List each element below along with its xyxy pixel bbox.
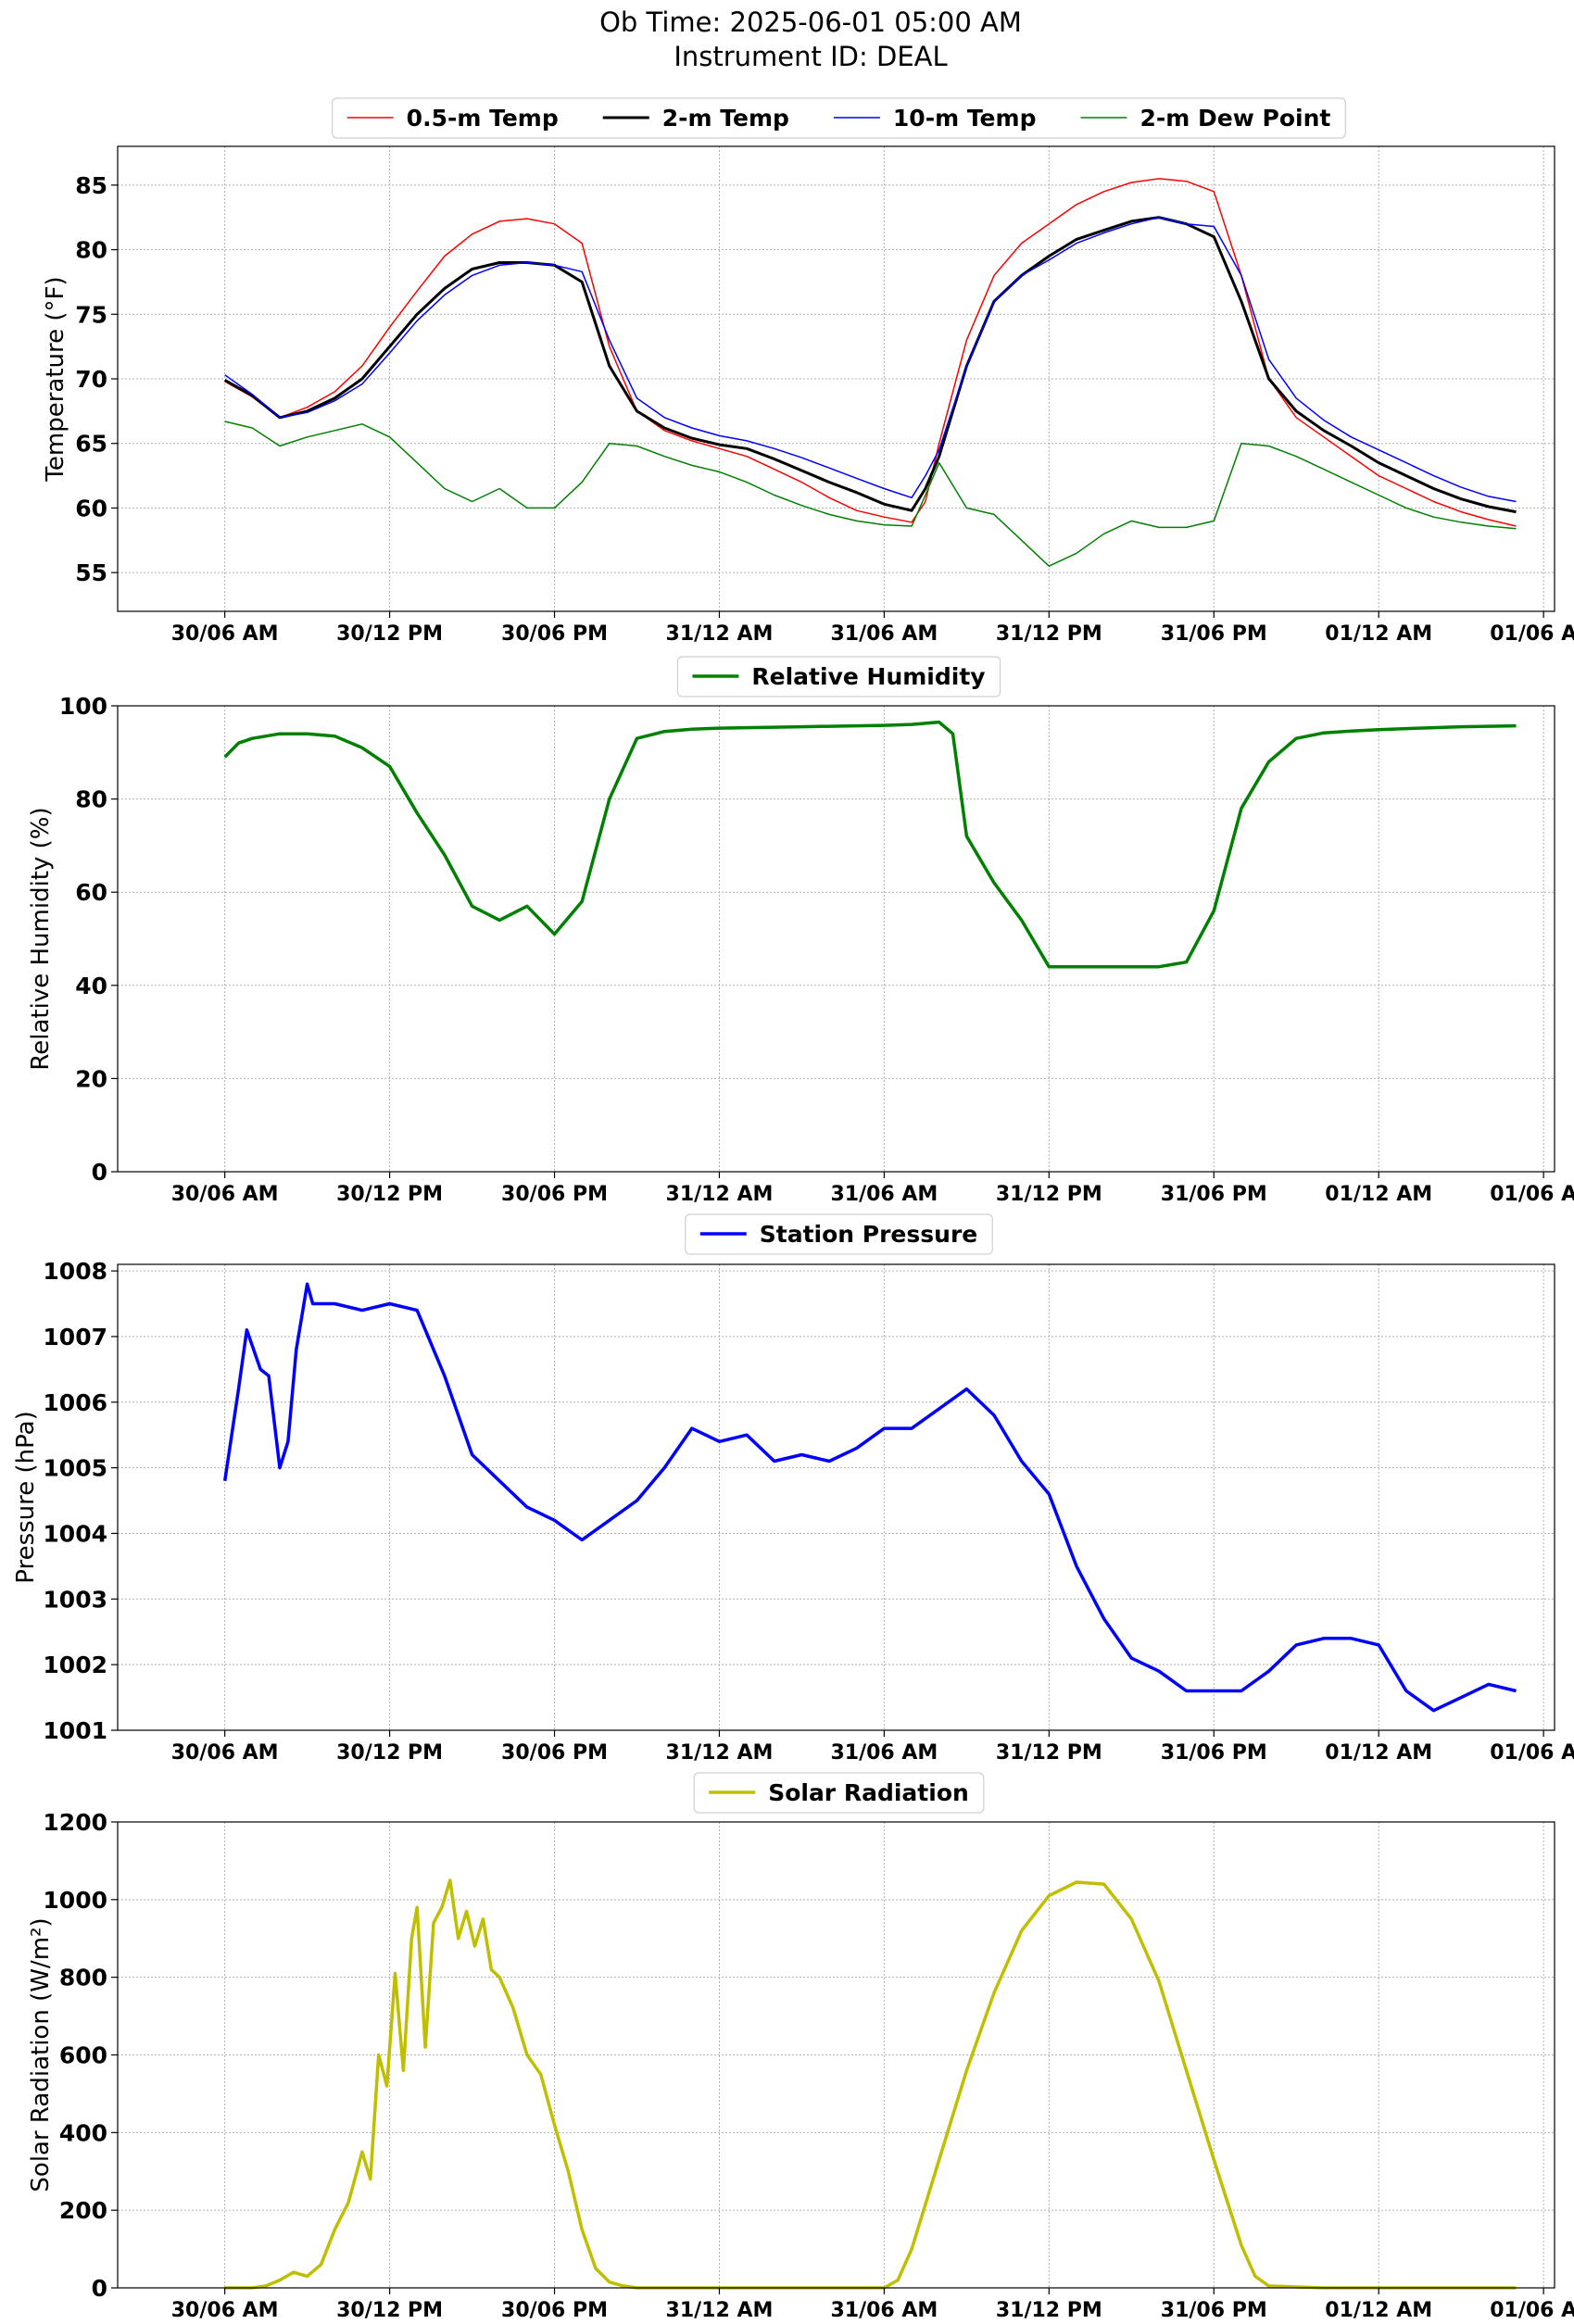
x-tick-label: 01/12 AM — [1325, 2299, 1432, 2322]
y-tick-label: 70 — [75, 366, 107, 393]
x-tick-label: 30/06 AM — [171, 2299, 279, 2322]
y-tick-label: 1008 — [43, 1258, 107, 1285]
legend-label: 2-m Temp — [662, 105, 789, 132]
x-tick-label: 31/12 AM — [666, 2299, 774, 2322]
x-tick-label: 30/06 AM — [171, 1741, 279, 1765]
y-tick-label: 200 — [59, 2197, 107, 2224]
chart-panel-4: 30/06 AM 30/12 PM 30/06 PM 31/12 AM 31/06 AM… — [27, 1772, 1574, 2322]
legend-label: Relative Humidity — [751, 663, 985, 690]
series-line-2-m-dew-point — [224, 421, 1517, 567]
y-tick-label: 65 — [75, 431, 107, 458]
y-tick-label: 0 — [92, 2275, 107, 2302]
y-tick-label: 1001 — [43, 1717, 107, 1744]
series-line-relative-humidity — [223, 720, 1517, 969]
x-tick-label: 31/06 PM — [1161, 622, 1267, 646]
title-line-obtime: Ob Time: 2025-06-01 05:00 AM — [599, 6, 1022, 38]
series-line-10-m-temp — [224, 216, 1517, 503]
chart-panel-1: 30/06 AM 30/12 PM 30/06 PM 31/12 AM 31/06 AM… — [42, 97, 1574, 646]
legend: Station Pressure — [685, 1213, 993, 1255]
plot-frame — [117, 705, 1555, 1173]
x-tick-label: 31/06 AM — [830, 2299, 938, 2322]
legend-label: 10-m Temp — [893, 105, 1037, 132]
x-tick-label: 30/06 PM — [501, 1741, 608, 1765]
y-tick-label: 1003 — [43, 1586, 107, 1613]
x-tick-label: 31/12 AM — [666, 622, 774, 646]
y-tick-label: 40 — [75, 973, 107, 999]
x-tick-label: 01/06 AM — [1490, 1183, 1574, 1206]
x-tick-label: 01/06 AM — [1490, 2299, 1574, 2322]
x-tick-label: 30/06 AM — [171, 1183, 279, 1206]
y-tick-label: 1000 — [43, 1887, 107, 1914]
y-axis-label: Solar Radiation (W/m²) — [27, 1917, 55, 2192]
y-tick-label: 55 — [75, 559, 107, 586]
legend: Relative Humidity — [676, 656, 1001, 697]
x-tick-label: 31/12 PM — [996, 1741, 1102, 1765]
x-tick-label: 01/12 AM — [1325, 1183, 1432, 1206]
x-tick-label: 31/12 AM — [666, 1741, 774, 1765]
x-tick-label: 01/12 AM — [1325, 1741, 1432, 1765]
y-tick-label: 400 — [59, 2119, 107, 2146]
y-tick-label: 80 — [75, 237, 107, 264]
legend-label: Station Pressure — [760, 1221, 977, 1248]
x-tick-label: 31/12 AM — [666, 1183, 774, 1206]
y-tick-label: 85 — [75, 172, 107, 199]
y-tick-label: 60 — [75, 879, 107, 906]
x-tick-label: 31/06 AM — [830, 1183, 938, 1206]
chart-panel-2: 30/06 AM 30/12 PM 30/06 PM 31/12 AM 31/06 AM… — [27, 656, 1574, 1206]
y-axis-label: Pressure (hPa) — [12, 1411, 40, 1584]
y-tick-label: 600 — [59, 2042, 107, 2069]
legend: Solar Radiation — [693, 1772, 985, 1814]
x-tick-label: 31/06 PM — [1161, 1741, 1267, 1765]
x-tick-label: 31/06 AM — [830, 1741, 938, 1765]
x-tick-label: 30/12 PM — [336, 2299, 443, 2322]
x-tick-label: 31/06 PM — [1161, 2299, 1267, 2322]
x-tick-label: 01/06 AM — [1490, 1741, 1574, 1765]
y-tick-label: 100 — [59, 693, 107, 720]
x-tick-label: 30/06 AM — [171, 622, 279, 646]
plot-frame — [117, 1263, 1555, 1731]
x-tick-label: 30/06 PM — [501, 1183, 608, 1206]
x-tick-label: 30/12 PM — [336, 622, 443, 646]
x-tick-label: 01/06 AM — [1490, 622, 1574, 646]
y-tick-label: 1200 — [43, 1809, 107, 1836]
x-tick-label: 30/06 PM — [501, 2299, 608, 2322]
series-line-solar-radiation — [224, 1878, 1517, 2290]
y-tick-label: 1006 — [43, 1389, 107, 1416]
legend-label: 2-m Dew Point — [1140, 105, 1330, 132]
legend-label: 0.5-m Temp — [407, 105, 559, 132]
x-tick-label: 30/06 PM — [501, 622, 608, 646]
legend-label: Solar Radiation — [768, 1779, 969, 1806]
y-tick-label: 1002 — [43, 1652, 107, 1678]
y-tick-label: 1004 — [43, 1520, 107, 1547]
y-tick-label: 20 — [75, 1065, 107, 1092]
y-tick-label: 1007 — [43, 1324, 107, 1350]
y-tick-label: 1005 — [43, 1455, 107, 1482]
legend-box — [685, 1213, 993, 1255]
series-line-station-pressure — [222, 1282, 1517, 1713]
x-tick-label: 30/12 PM — [336, 1183, 443, 1206]
y-tick-label: 0 — [92, 1159, 107, 1186]
title-line-instrument: Instrument ID: DEAL — [674, 41, 948, 72]
x-tick-label: 31/12 PM — [996, 622, 1102, 646]
x-tick-label: 31/06 AM — [830, 622, 938, 646]
series-line-0-5-m-temp — [224, 178, 1517, 527]
chart-title: Ob Time: 2025-06-01 05:00 AM Instrument … — [0, 6, 1574, 74]
x-tick-label: 31/06 PM — [1161, 1183, 1267, 1206]
legend-box — [693, 1772, 985, 1814]
legend-box — [676, 656, 1001, 697]
x-tick-label: 01/12 AM — [1325, 622, 1432, 646]
legend: 0.5-m Temp 2-m Temp 10-m Temp 2-m Dew Point — [332, 97, 1346, 139]
series-line-2-m-temp — [223, 216, 1517, 514]
y-tick-label: 800 — [59, 1965, 107, 1991]
y-tick-label: 75 — [75, 301, 107, 328]
chart-panel-3: 30/06 AM 30/12 PM 30/06 PM 31/12 AM 31/06 AM… — [12, 1213, 1574, 1765]
y-axis-label: Relative Humidity (%) — [27, 807, 55, 1070]
x-tick-label: 31/12 PM — [996, 1183, 1102, 1206]
x-tick-label: 31/12 PM — [996, 2299, 1102, 2322]
x-tick-label: 30/12 PM — [336, 1741, 443, 1765]
y-tick-label: 80 — [75, 786, 107, 813]
y-axis-label: Temperature (°F) — [42, 276, 69, 482]
y-tick-label: 60 — [75, 495, 107, 521]
